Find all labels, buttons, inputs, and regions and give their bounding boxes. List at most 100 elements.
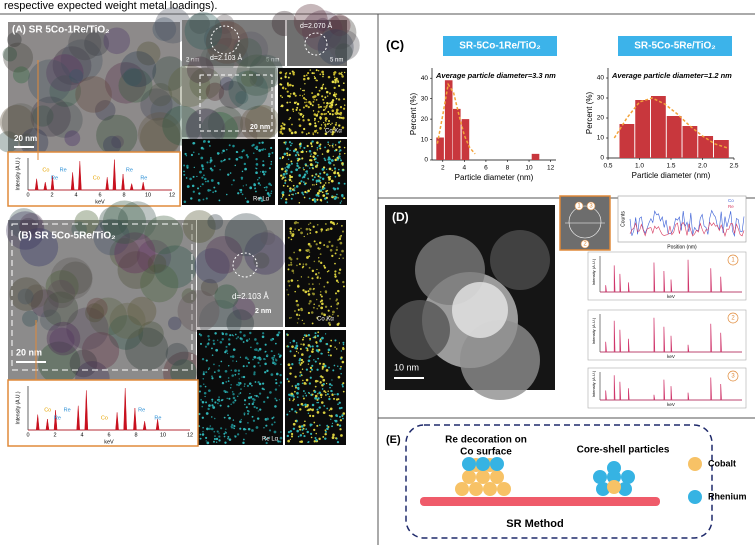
map-dot xyxy=(287,95,290,98)
map-dot xyxy=(312,72,315,75)
map-dot xyxy=(315,86,318,89)
map-dot xyxy=(299,375,301,377)
map-dot xyxy=(279,373,282,377)
map-dot xyxy=(254,381,257,383)
map-dot xyxy=(271,151,274,154)
map-dot xyxy=(256,357,259,360)
map-dot xyxy=(311,403,315,407)
map-dot xyxy=(312,132,314,134)
grain xyxy=(136,41,161,66)
map-dot xyxy=(337,174,341,177)
map-dot xyxy=(273,354,276,357)
map-dot xyxy=(284,182,287,184)
map-dot xyxy=(327,75,331,79)
map-dot xyxy=(339,140,342,142)
map-dot xyxy=(341,249,344,253)
map-dot xyxy=(252,358,254,361)
map-dot xyxy=(318,248,321,251)
grain xyxy=(322,15,357,50)
x-tick-label: 10 xyxy=(525,165,533,172)
x-tick-label: 10 xyxy=(145,192,151,198)
map-dot xyxy=(279,436,283,440)
x-tick-label: 6 xyxy=(98,192,101,198)
grain xyxy=(22,310,39,327)
map-dot xyxy=(289,117,292,119)
map-dot xyxy=(301,150,304,154)
atom xyxy=(462,470,476,484)
map-dot xyxy=(319,172,322,175)
map-dot xyxy=(325,90,329,94)
map-dot xyxy=(321,365,325,369)
map-dot xyxy=(203,174,205,177)
map-dot xyxy=(334,144,337,146)
peak-label: Co xyxy=(44,407,51,413)
map-dot xyxy=(225,345,228,348)
map-dot xyxy=(319,189,323,192)
y-tick-label: 0 xyxy=(424,157,428,164)
map-dot xyxy=(311,184,314,186)
map-dot xyxy=(279,354,282,357)
map-dot xyxy=(286,434,290,438)
map-dot xyxy=(298,118,301,121)
map-dot xyxy=(305,263,308,266)
map-dot xyxy=(247,427,251,431)
map-dot xyxy=(320,291,322,293)
map-dot xyxy=(288,398,291,400)
map-dot xyxy=(306,349,309,352)
map-dot xyxy=(313,152,317,155)
map-dot xyxy=(218,399,221,403)
map-dot xyxy=(335,437,337,440)
map-dot xyxy=(304,290,308,294)
map-dot xyxy=(263,400,266,404)
map-dot xyxy=(241,376,243,378)
map-dot xyxy=(317,357,320,360)
map-dot xyxy=(234,164,237,167)
map-dot xyxy=(285,198,288,201)
map-dot xyxy=(303,173,307,176)
map-dot xyxy=(298,314,301,316)
map-dot xyxy=(331,122,333,124)
map-dot xyxy=(315,161,317,163)
map-dot xyxy=(340,234,342,237)
x-tick-label: 6 xyxy=(484,165,488,172)
map-dot xyxy=(333,187,337,191)
map-dot xyxy=(280,83,283,86)
map-dot xyxy=(245,365,248,368)
map-dot xyxy=(320,261,323,264)
map-dot xyxy=(317,393,319,395)
map-dot xyxy=(207,335,210,338)
map-dot xyxy=(333,73,336,76)
map-dot xyxy=(341,385,344,388)
map-dot xyxy=(199,385,202,388)
map-dot xyxy=(197,198,201,202)
map-dot xyxy=(317,401,320,404)
map-dot xyxy=(284,179,287,182)
map-dot xyxy=(313,119,316,122)
map-dot xyxy=(327,141,330,144)
map-dot xyxy=(304,190,307,194)
map-dot xyxy=(300,158,302,160)
map-dot xyxy=(313,428,316,431)
map-dot xyxy=(299,88,302,90)
map-dot xyxy=(291,142,293,145)
y-axis-label: Intensity (A.U.) xyxy=(15,157,21,190)
map-dot xyxy=(291,269,295,273)
map-dot xyxy=(303,397,305,400)
map-dot xyxy=(313,200,317,203)
map-dot xyxy=(340,356,343,359)
map-dot xyxy=(302,175,306,179)
map-dot xyxy=(292,399,294,402)
map-dot xyxy=(255,171,258,175)
map-dot xyxy=(254,338,257,341)
map-dot xyxy=(338,268,342,271)
map-dot xyxy=(334,273,337,276)
map-dot xyxy=(286,334,288,336)
map-dot xyxy=(283,123,286,126)
map-dot xyxy=(314,396,317,400)
map-dot xyxy=(296,382,300,386)
map-dot xyxy=(296,164,299,167)
map-dot xyxy=(263,436,266,439)
map-dot xyxy=(290,279,294,282)
map-dot xyxy=(272,416,275,419)
map-dot xyxy=(311,198,315,202)
